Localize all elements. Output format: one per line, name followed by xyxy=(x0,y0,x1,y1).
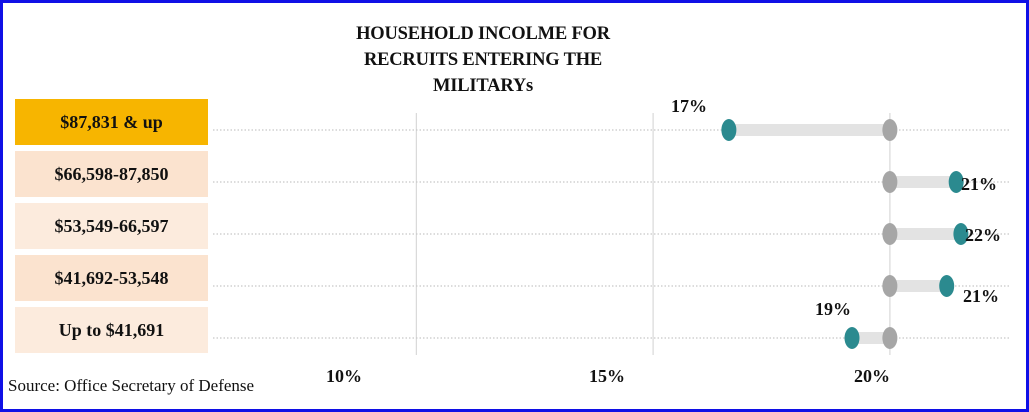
reference-dot xyxy=(882,327,898,349)
data-label: 22% xyxy=(965,225,1001,245)
value-dot xyxy=(844,327,860,349)
reference-dot xyxy=(882,275,898,297)
x-tick-label: 20% xyxy=(854,366,890,386)
reference-dot xyxy=(882,171,898,193)
chart-title: HOUSEHOLD INCOLME FOR RECRUITS ENTERING … xyxy=(323,21,643,99)
data-label: 19% xyxy=(815,299,851,319)
value-dot xyxy=(948,171,964,193)
value-dot xyxy=(939,275,955,297)
value-dot xyxy=(953,223,969,245)
data-label: 17% xyxy=(671,96,707,116)
reference-dot xyxy=(882,223,898,245)
category-box xyxy=(15,99,208,145)
chart-title-line-3: MILITARYs xyxy=(433,76,533,96)
chart-title-line-1: HOUSEHOLD INCOLME FOR xyxy=(356,24,610,44)
x-tick-label: 10% xyxy=(326,366,362,386)
category-box xyxy=(15,203,208,249)
dumbbell-chart xyxy=(15,99,1010,355)
x-tick-label: 15% xyxy=(589,366,625,386)
data-label: 21% xyxy=(961,174,997,194)
category-box xyxy=(15,151,208,197)
category-label: $66,598-87,850 xyxy=(54,163,169,184)
category-label: $87,831 & up xyxy=(60,111,163,132)
value-dot xyxy=(721,119,737,141)
data-label: 21% xyxy=(963,286,999,306)
category-label: $53,549-66,597 xyxy=(54,215,169,236)
category-label: Up to $41,691 xyxy=(58,319,165,340)
category-box xyxy=(15,307,208,353)
category-box xyxy=(15,255,208,301)
category-label: $41,692-53,548 xyxy=(54,267,169,288)
chart-title-line-2: RECRUITS ENTERING THE xyxy=(363,50,603,70)
reference-dot xyxy=(882,119,898,141)
source-note: Source: Office Secretary of Defense xyxy=(8,376,255,395)
